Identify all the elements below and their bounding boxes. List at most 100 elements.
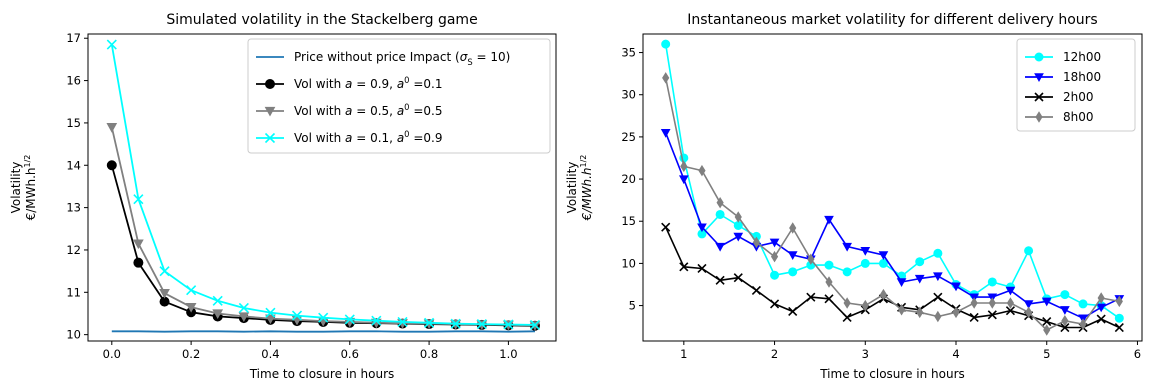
y-axis-unit-base: €/MWh.h [580, 167, 594, 221]
data-point [159, 289, 170, 299]
series-4 [662, 72, 1123, 336]
y-tick-label: 25 [621, 130, 636, 144]
data-point [106, 160, 117, 171]
chart-2: Instantaneous market volatility for diff… [565, 12, 1143, 381]
legend-box [1016, 38, 1136, 132]
y-tick-label: 20 [621, 172, 636, 186]
data-point [679, 262, 689, 272]
data-point [185, 303, 197, 313]
y-tick-label: 16 [66, 74, 81, 88]
y-tick-label: 35 [621, 46, 636, 60]
data-point [896, 278, 907, 287]
data-point [824, 260, 834, 270]
series-2 [660, 128, 1125, 324]
legend-label-part: Price without price Impact ( [294, 50, 460, 64]
data-point-stroke-b [344, 314, 355, 325]
legend-swatch-marker [264, 106, 276, 117]
legend-label-part: =0.1 [410, 77, 443, 91]
x-tick-label: 0.8 [420, 347, 438, 361]
data-point-stroke-b [1060, 322, 1070, 333]
data-point [824, 215, 834, 225]
y-tick-label: 10 [66, 328, 81, 342]
data-point-stroke-b [679, 262, 689, 272]
y-tick-label: 12 [66, 243, 81, 257]
data-point-stroke-b [1114, 322, 1124, 333]
data-point [318, 312, 329, 323]
data-point [969, 312, 979, 322]
data-point [680, 160, 688, 173]
data-point [678, 175, 689, 185]
legend-swatch-marker-stroke-b [1034, 92, 1044, 102]
data-point-stroke-b [159, 266, 170, 277]
data-point-stroke-b [133, 194, 144, 205]
legend-label-part: a [345, 77, 352, 91]
legend-label: Price without price Impact (σS​ = 10) [294, 50, 510, 67]
data-point-stroke-b [661, 222, 671, 232]
legend-swatch-marker-stroke-b [264, 132, 276, 144]
data-point [660, 128, 671, 138]
data-point-stroke-b [969, 312, 979, 322]
legend-label-part: σ [460, 50, 468, 64]
legend-label: 18h00 [1063, 70, 1101, 84]
legend-swatch-marker [1035, 111, 1043, 123]
legend-swatch-marker [265, 79, 275, 89]
data-point-stroke-b [1096, 314, 1106, 324]
data-point [988, 297, 996, 309]
data-point-stroke-b [397, 316, 408, 328]
y-tick-label: 15 [66, 116, 81, 130]
legend-label-part: 8h00 [1063, 110, 1094, 124]
data-point [186, 285, 197, 296]
data-point [769, 299, 780, 309]
series-line [110, 165, 536, 327]
legend-label-part: 12h00 [1063, 50, 1101, 64]
x-tick-label: 1.0 [499, 347, 517, 361]
chart-title: Simulated volatility in the Stackelberg … [166, 12, 477, 28]
y-tick-label: 11 [66, 285, 81, 299]
data-point [1023, 300, 1034, 309]
data-point [934, 310, 942, 323]
legend-label-part: 0 [404, 75, 409, 85]
x-tick-label: 2 [771, 347, 778, 361]
y-axis-unit: €/MWh.h1/2 [23, 155, 38, 221]
legend-swatch-marker [1034, 92, 1044, 102]
data-point-stroke-b [529, 319, 541, 330]
data-point-stroke-b [212, 295, 223, 306]
data-point [529, 319, 541, 330]
legend-label-part: a [397, 77, 404, 91]
series-line [664, 226, 1120, 329]
data-point [842, 242, 852, 252]
data-point [716, 196, 724, 209]
data-point [715, 275, 725, 285]
data-point [291, 310, 303, 321]
legend-label: 12h00 [1063, 50, 1101, 64]
x-axis-label: Time to closure in hours [819, 367, 965, 381]
x-tick-label: 3 [862, 347, 869, 361]
series-4 [106, 39, 541, 330]
data-point [133, 239, 144, 250]
data-point [344, 314, 355, 325]
data-point-stroke-b [291, 310, 303, 321]
series-2 [106, 160, 540, 331]
data-point [159, 266, 170, 277]
y-axis-unit-base: €/MWh.h [24, 167, 38, 220]
data-point-stroke-b [842, 312, 852, 322]
x-axis-label: Time to closure in hours [249, 367, 395, 381]
data-point [661, 39, 671, 49]
data-point [879, 288, 888, 301]
data-point [860, 258, 870, 268]
data-point-stroke-b [824, 294, 834, 304]
legend-label-part: 2h00 [1063, 90, 1094, 104]
data-point [843, 297, 851, 309]
legend-label: Vol with a = 0.1, a0​ =0.9 [294, 129, 442, 145]
series-line [664, 132, 1120, 320]
data-point-stroke-b [371, 315, 382, 326]
data-point [133, 257, 144, 268]
legend-label-part: a [397, 131, 404, 145]
legend-label-part: 0 [404, 102, 409, 112]
data-point-stroke-b [715, 275, 725, 285]
legend-label-part: 18h00 [1063, 70, 1101, 84]
data-point-stroke-b [751, 285, 761, 295]
series-3 [106, 123, 541, 331]
y-axis-label: Volatility [9, 162, 23, 214]
